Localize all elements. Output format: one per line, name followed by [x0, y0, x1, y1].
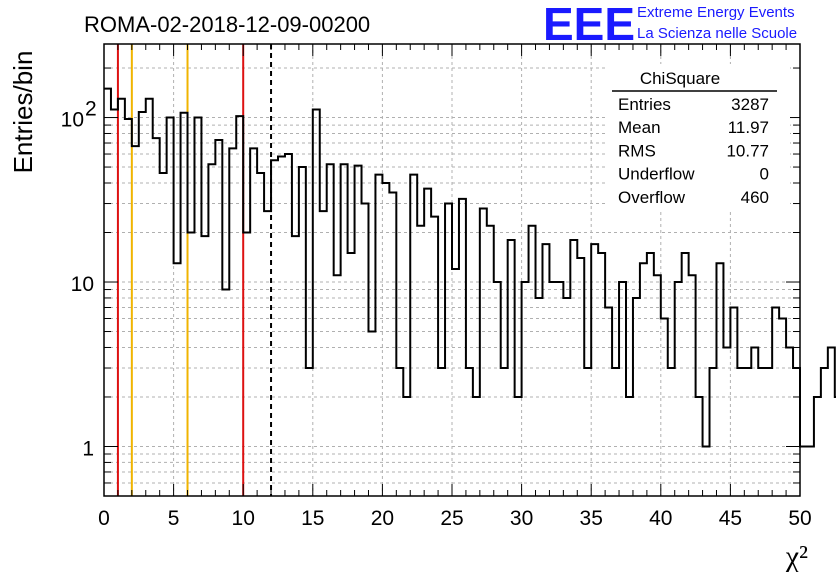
x-tick-label: 20	[371, 507, 394, 530]
eee-logo-mark: EEE	[543, 0, 635, 50]
stats-row-label: Mean	[618, 118, 661, 137]
x-tick-label: 10	[232, 507, 255, 530]
x-tick-label: 35	[580, 507, 603, 530]
stats-row-label: Overflow	[618, 188, 686, 207]
x-tick-label: 40	[649, 507, 672, 530]
histogram-series	[104, 87, 836, 448]
x-axis: 0 5 10 15 20 25 30 35 40 45 50	[98, 44, 812, 530]
stats-row-value: 10.77	[726, 141, 769, 160]
x-tick-label: 15	[301, 507, 324, 530]
x-tick-label: 5	[168, 507, 180, 530]
stats-row-value: 0	[760, 165, 769, 184]
stats-title: ChiSquare	[640, 69, 720, 88]
y-tick-exponent: 2	[85, 98, 97, 121]
y-axis-label: Entries/bin	[8, 51, 38, 174]
chart-title: ROMA-02-2018-12-09-00200	[84, 12, 370, 37]
x-tick-label: 30	[510, 507, 533, 530]
x-tick-label: 0	[98, 507, 110, 530]
x-axis-label: χ²	[785, 540, 808, 572]
logo-line-1: Extreme Energy Events	[637, 4, 795, 21]
stats-row-value: 3287	[731, 95, 769, 114]
y-tick-label: 10	[71, 273, 94, 296]
stats-box-background	[606, 64, 790, 210]
stats-row-label: Entries	[618, 95, 671, 114]
x-tick-label: 50	[788, 507, 811, 530]
x-tick-label: 45	[719, 507, 742, 530]
stats-row-value: 11.97	[728, 118, 769, 137]
stats-box: ChiSquare Entries 3287 Mean 11.97 RMS 10.77 Un…	[606, 64, 790, 210]
y-tick-label: 10	[61, 109, 84, 132]
stats-row-label: Underflow	[618, 165, 695, 184]
stats-row-value: 460	[741, 188, 769, 207]
eee-logo: EEE Extreme Energy Events La Scienza nel…	[543, 0, 797, 50]
logo-line-2: La Scienza nelle Scuole	[637, 25, 797, 42]
stats-rows: Entries 3287 Mean 11.97 RMS 10.77 Underflow 0 Ov…	[618, 95, 769, 207]
y-tick-label: 1	[82, 437, 94, 460]
x-tick-label: 25	[440, 507, 463, 530]
stats-row-label: RMS	[618, 141, 656, 160]
